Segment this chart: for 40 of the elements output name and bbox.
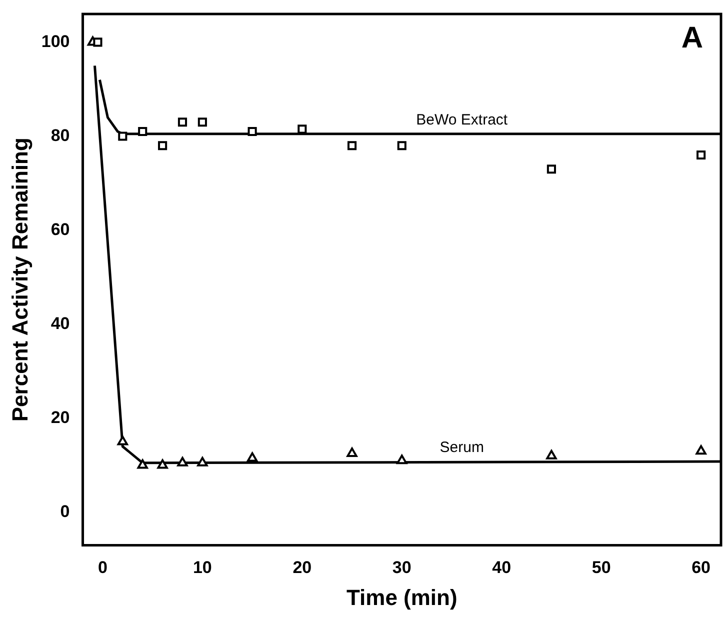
point [177, 456, 188, 466]
point [246, 452, 258, 462]
point [696, 150, 706, 160]
point [198, 118, 207, 127]
point [157, 459, 168, 469]
y-tick-label: 0 [60, 502, 70, 521]
x-tick-label: 40 [492, 558, 512, 578]
y-tick-label: 100 [41, 32, 70, 51]
point [346, 448, 358, 458]
x-tick-label: 20 [292, 558, 312, 578]
point [248, 126, 257, 136]
point [696, 445, 706, 455]
x-tick-label: 10 [192, 558, 212, 578]
point [178, 118, 188, 127]
series-label: Serum [440, 439, 484, 456]
point [93, 38, 102, 47]
point [546, 164, 556, 174]
point [118, 132, 128, 141]
point [397, 141, 406, 150]
y-tick-label: 40 [50, 314, 70, 333]
y-tick-label: 20 [50, 408, 70, 427]
x-tick-label: 60 [692, 558, 711, 578]
x-axis-title: Time (min) [346, 584, 458, 610]
series-label: BeWo Extract [416, 112, 508, 129]
point [298, 124, 307, 134]
y-tick-label: 60 [50, 220, 70, 239]
point [117, 436, 128, 446]
point [396, 454, 408, 464]
x-tick-label: 30 [392, 558, 412, 578]
point [546, 450, 557, 460]
point [138, 126, 148, 136]
annotation: A [681, 21, 703, 54]
y-axis-title: Percent Activity Remaining [7, 138, 32, 422]
y-tick-label: 80 [50, 126, 70, 145]
point [137, 459, 148, 469]
point [347, 141, 357, 150]
x-tick-label: 0 [98, 558, 108, 578]
point [158, 141, 168, 150]
point [197, 456, 208, 466]
x-tick-label: 50 [592, 558, 611, 578]
